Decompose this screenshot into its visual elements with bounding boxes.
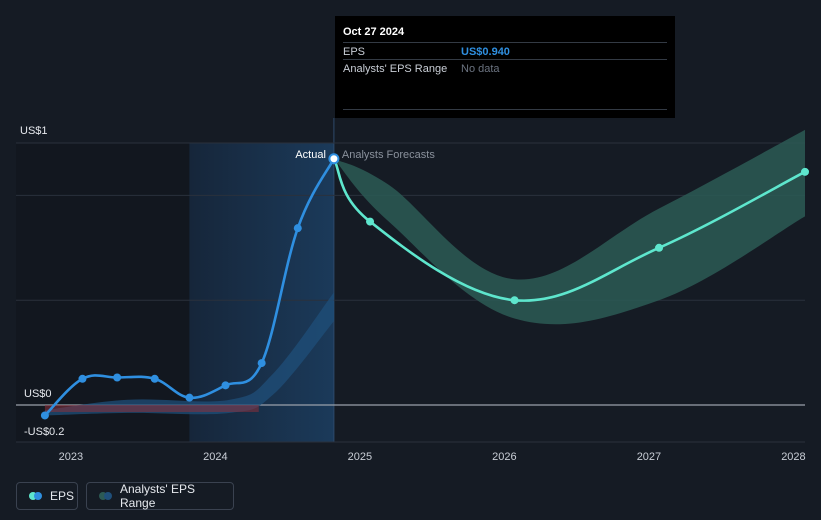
negative-range-band bbox=[44, 405, 259, 412]
actual-point-0 bbox=[40, 411, 49, 420]
forecast-point-3 bbox=[655, 243, 664, 252]
legend-eps[interactable]: EPS bbox=[16, 482, 78, 510]
range-legend-icon bbox=[99, 492, 112, 500]
tooltip-range-row: Analysts' EPS Range No data bbox=[343, 59, 667, 77]
tooltip-range-value: No data bbox=[461, 63, 500, 75]
forecast-point-4 bbox=[801, 167, 809, 176]
tooltip-date: Oct 27 2024 bbox=[343, 26, 405, 38]
eps-legend-icon bbox=[29, 492, 42, 500]
x-tick-label-5: 2028 bbox=[781, 451, 805, 463]
forecast-line bbox=[332, 157, 807, 302]
actual-point-7 bbox=[293, 224, 302, 233]
tooltip-divider bbox=[343, 109, 667, 110]
forecast-label: Analysts Forecasts bbox=[342, 149, 435, 161]
tooltip-range-label: Analysts' EPS Range bbox=[343, 63, 448, 75]
legend-eps-label: EPS bbox=[50, 489, 75, 503]
x-tick-label-4: 2027 bbox=[637, 451, 661, 463]
tooltip-eps-value: US$0.940 bbox=[461, 46, 510, 58]
actual-dark-region bbox=[16, 143, 190, 442]
x-tick-label-2: 2025 bbox=[348, 451, 372, 463]
actual-point-5 bbox=[221, 381, 230, 390]
legend-range[interactable]: Analysts' EPS Range bbox=[86, 482, 234, 510]
tooltip-eps-label: EPS bbox=[343, 46, 366, 58]
x-tick-label-0: 2023 bbox=[59, 451, 83, 463]
actual-point-6 bbox=[257, 359, 266, 368]
actual-line bbox=[43, 157, 336, 417]
actual-point-4 bbox=[185, 393, 194, 402]
tooltip-eps-row: EPS US$0.940 bbox=[343, 42, 667, 60]
actual-point-2 bbox=[113, 373, 122, 382]
y-axis-label-0: US$1 bbox=[20, 125, 48, 137]
actual-point-3 bbox=[150, 374, 159, 383]
x-tick-label-1: 2024 bbox=[203, 451, 227, 463]
legend-range-label: Analysts' EPS Range bbox=[120, 482, 195, 510]
y-axis-label-1: US$0 bbox=[24, 388, 52, 400]
forecast-point-2 bbox=[510, 296, 519, 305]
tooltip: Oct 27 2024 EPS US$0.940 Analysts' EPS R… bbox=[335, 16, 675, 118]
actual-point-8 bbox=[328, 153, 340, 165]
forecast-point-1 bbox=[366, 217, 375, 226]
forecast-range-band bbox=[333, 129, 805, 325]
y-axis-label-2: -US$0.2 bbox=[24, 426, 64, 438]
actual-point-1 bbox=[78, 374, 87, 383]
x-tick-label-3: 2026 bbox=[492, 451, 516, 463]
actual-label: Actual bbox=[295, 149, 326, 161]
